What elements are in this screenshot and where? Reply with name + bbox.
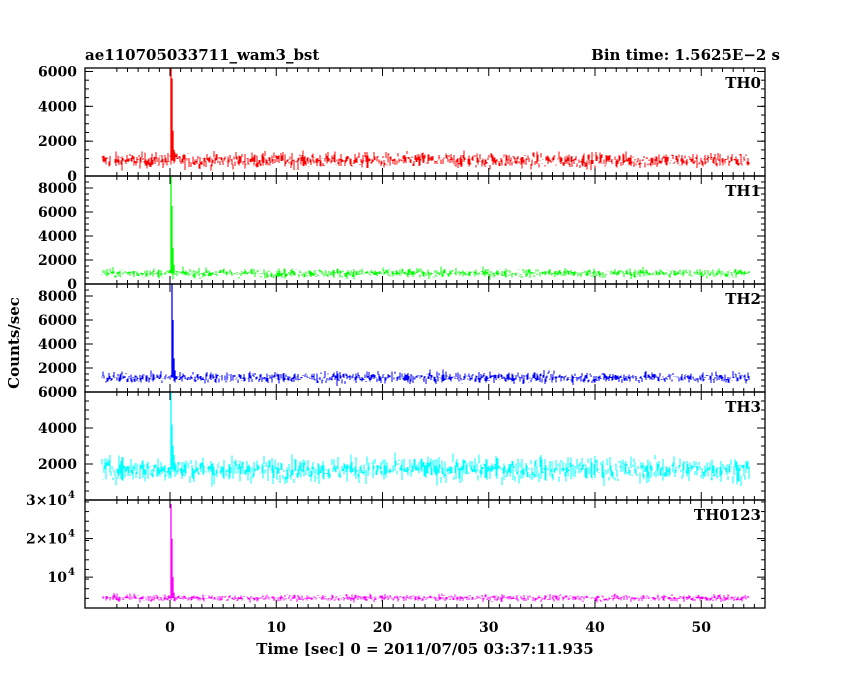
- y-tick-label: 0: [67, 277, 77, 293]
- panel-frame: [84, 175, 766, 285]
- panel-th3: 2000 4000 6000 TH3: [38, 385, 766, 501]
- y-tick-label: 2×10: [26, 532, 67, 548]
- y-tick-label: 6000: [38, 64, 77, 80]
- series-th0: [101, 150, 750, 171]
- x-tick-label: 20: [373, 620, 393, 636]
- x-axis: 0 10 20 30 40 50: [165, 620, 711, 636]
- panel-th1: 0 2000 4000 6000 8000 TH1: [38, 175, 766, 293]
- y-tick-label: 0: [67, 385, 77, 401]
- panel-th2: 0 2000 4000 6000 8000 TH2: [38, 283, 766, 401]
- y-tick-label: 4000: [38, 337, 77, 353]
- series-th0123: [101, 593, 750, 603]
- y-tick-label: 2000: [38, 457, 77, 473]
- series-th1: [101, 266, 750, 280]
- y-tick-exponent: 4: [68, 567, 75, 578]
- x-tick-label: 40: [585, 620, 605, 636]
- x-axis-label: Time [sec] 0 = 2011/07/05 03:37:11.935: [256, 640, 593, 658]
- y-tick-label: 0: [67, 169, 77, 185]
- panel-label-th1: TH1: [725, 182, 761, 200]
- panel-th0: 0 2000 4000 6000 TH0: [38, 64, 766, 185]
- panel-label-th2: TH2: [725, 290, 761, 308]
- burst-peak-th0123: [170, 503, 175, 598]
- y-tick-label: 6000: [38, 385, 77, 401]
- x-tick-label: 10: [267, 620, 287, 636]
- burst-peak-th1: [170, 176, 175, 274]
- burst-peak-th0: [170, 68, 175, 161]
- panel-label-th0123: TH0123: [694, 506, 761, 524]
- series-th2: [101, 369, 750, 386]
- x-tick-label: 0: [165, 620, 175, 636]
- x-tick-label: 30: [479, 620, 499, 636]
- y-tick-label: 2000: [38, 253, 77, 269]
- y-tick-label: 10: [48, 570, 68, 586]
- y-tick-label: 6000: [38, 205, 77, 221]
- y-tick-label: 8000: [38, 181, 77, 197]
- y-tick-exponent: 4: [68, 529, 75, 540]
- burst-peak-th3: [170, 392, 175, 470]
- series-th3: [101, 452, 750, 487]
- y-tick-label: 4000: [38, 229, 77, 245]
- chart-title: ae110705033711_wam3_bst: [85, 46, 319, 64]
- y-tick-label: 8000: [38, 289, 77, 305]
- y-tick-label: 4000: [38, 99, 77, 115]
- y-axis-label: Counts/sec: [5, 297, 23, 389]
- y-tick-label: 2000: [38, 134, 77, 150]
- panel-frame: [84, 391, 766, 501]
- panel-label-th0: TH0: [725, 74, 761, 92]
- panel-frame: [84, 283, 766, 393]
- y-tick-label: 3×10: [26, 493, 67, 509]
- y-tick-label: 4000: [38, 421, 77, 437]
- y-tick-label: 2000: [38, 361, 77, 377]
- bin-time-label: Bin time: 1.5625E−2 s: [591, 46, 780, 64]
- x-tick-label: 50: [692, 620, 712, 636]
- y-tick-exponent: 4: [68, 490, 75, 501]
- panel-frame: [84, 499, 766, 609]
- burst-peak-th2: [171, 284, 176, 378]
- y-tick-label: 6000: [38, 313, 77, 329]
- panel-label-th3: TH3: [725, 398, 761, 416]
